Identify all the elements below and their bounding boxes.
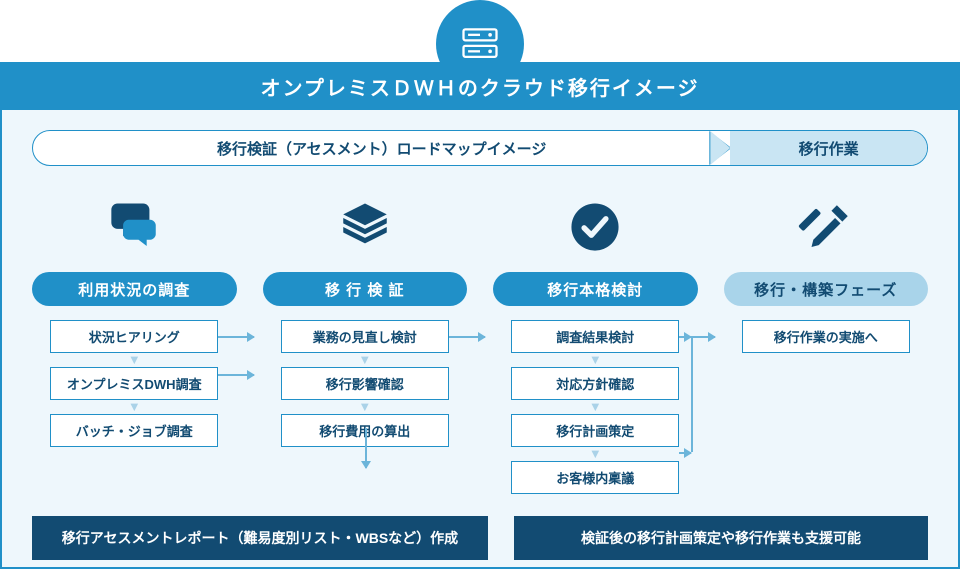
- elbow-col3-to-col4-h3: [679, 452, 691, 454]
- steps-col1: 状況ヒアリング ▼ オンプレミスDWH調査 ▼ バッチ・ジョブ調査: [32, 320, 237, 447]
- content-panel: 移行検証（アセスメント）ロードマップイメージ 移行作業 利用状況の調査 状況ヒア…: [0, 110, 960, 569]
- steps-col4: 移行作業の実施へ: [724, 320, 929, 353]
- column-3: 移行本格検討 調査結果検討 ▼ 対応方針確認 ▼ 移行計画策定 ▼ お客様内稟議: [493, 192, 698, 494]
- step-box: 移行計画策定: [511, 414, 679, 447]
- steps-col3: 調査結果検討 ▼ 対応方針確認 ▼ 移行計画策定 ▼ お客様内稟議: [493, 320, 698, 494]
- roadmap-pill: 移行検証（アセスメント）ロードマップイメージ 移行作業: [32, 130, 928, 166]
- step-box: お客様内稟議: [511, 461, 679, 494]
- page-title: オンプレミスＤＷＨのクラウド移行イメージ: [0, 62, 960, 110]
- tools-icon: [724, 192, 929, 262]
- step-box: 対応方針確認: [511, 367, 679, 400]
- roadmap-right-label: 移行作業: [730, 131, 927, 165]
- step-box: バッチ・ジョブ調査: [50, 414, 218, 447]
- step-box: 移行影響確認: [281, 367, 449, 400]
- columns: 利用状況の調査 状況ヒアリング ▼ オンプレミスDWH調査 ▼ バッチ・ジョブ調…: [32, 192, 928, 494]
- chat-icon: [32, 192, 237, 262]
- bottom-bars: 移行アセスメントレポート（難易度別リスト・WBSなど）作成 検証後の移行計画策定…: [32, 516, 928, 560]
- arrow-col1-to-col2a: [218, 336, 254, 338]
- arrow-col1-to-col2b: [218, 374, 254, 376]
- check-icon: [493, 192, 698, 262]
- step-box: 調査結果検討: [511, 320, 679, 353]
- step-box: 移行作業の実施へ: [742, 320, 910, 353]
- step-box: 状況ヒアリング: [50, 320, 218, 353]
- layers-icon: [263, 192, 468, 262]
- pill-col3: 移行本格検討: [493, 272, 698, 306]
- arrow-col2-down: [365, 428, 367, 468]
- column-4: 移行・構築フェーズ 移行作業の実施へ: [724, 192, 929, 494]
- elbow-col3-to-col4-v: [691, 336, 693, 452]
- bottom-bar-left: 移行アセスメントレポート（難易度別リスト・WBSなど）作成: [32, 516, 488, 560]
- roadmap-left-label: 移行検証（アセスメント）ロードマップイメージ: [33, 131, 730, 165]
- column-2: 移 行 検 証 業務の見直し検討 ▼ 移行影響確認 ▼ 移行費用の算出: [263, 192, 468, 494]
- elbow-col3-to-col4-h2: [691, 336, 715, 338]
- arrow-col2-to-col3: [449, 336, 485, 338]
- step-box: オンプレミスDWH調査: [50, 367, 218, 400]
- pill-col4: 移行・構築フェーズ: [724, 272, 929, 306]
- elbow-col3-to-col4-h1: [679, 336, 691, 338]
- step-box: 業務の見直し検討: [281, 320, 449, 353]
- column-1: 利用状況の調査 状況ヒアリング ▼ オンプレミスDWH調査 ▼ バッチ・ジョブ調…: [32, 192, 237, 494]
- pill-col1: 利用状況の調査: [32, 272, 237, 306]
- bottom-bar-right: 検証後の移行計画策定や移行作業も支援可能: [514, 516, 928, 560]
- pill-col2: 移 行 検 証: [263, 272, 468, 306]
